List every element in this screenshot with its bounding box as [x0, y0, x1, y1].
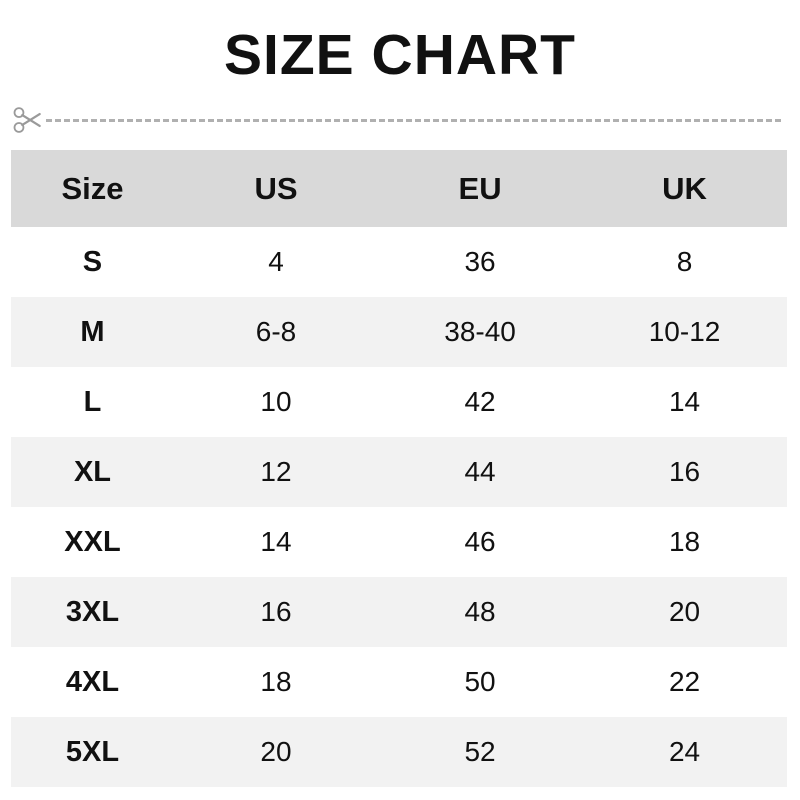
cell-uk: 22: [582, 647, 787, 717]
cell-us: 4: [173, 227, 379, 297]
column-header-eu: EU: [378, 150, 583, 227]
table-header-row: Size US EU UK: [11, 150, 787, 227]
cell-us: 12: [173, 437, 379, 507]
cell-uk: 8: [582, 227, 787, 297]
cell-size: 4XL: [11, 647, 174, 717]
cell-size: L: [11, 367, 174, 437]
column-header-uk: UK: [582, 150, 787, 227]
size-chart-table: Size US EU UK S 4 36 8 M 6-8 38-40 10-12…: [11, 150, 787, 787]
cell-us: 6-8: [173, 297, 379, 367]
cell-uk: 18: [582, 507, 787, 577]
table-row: L 10 42 14: [11, 367, 787, 437]
cell-eu: 38-40: [378, 297, 583, 367]
scissors-icon: [11, 103, 45, 137]
cell-eu: 46: [378, 507, 583, 577]
cell-eu: 50: [378, 647, 583, 717]
cell-eu: 42: [378, 367, 583, 437]
table-row: 5XL 20 52 24: [11, 717, 787, 787]
column-header-us: US: [173, 150, 379, 227]
table-header: Size US EU UK: [11, 150, 787, 227]
table-row: M 6-8 38-40 10-12: [11, 297, 787, 367]
cell-eu: 48: [378, 577, 583, 647]
table-body: S 4 36 8 M 6-8 38-40 10-12 L 10 42 14 XL…: [11, 227, 787, 787]
table-row: XL 12 44 16: [11, 437, 787, 507]
cell-us: 20: [173, 717, 379, 787]
cell-size: 5XL: [11, 717, 174, 787]
cell-us: 14: [173, 507, 379, 577]
cell-uk: 24: [582, 717, 787, 787]
cell-size: XL: [11, 437, 174, 507]
table-row: S 4 36 8: [11, 227, 787, 297]
dashed-cut-line: [46, 118, 781, 122]
cell-size: XXL: [11, 507, 174, 577]
cell-us: 16: [173, 577, 379, 647]
page-title: SIZE CHART: [224, 23, 576, 87]
cut-line: [11, 103, 787, 137]
table-row: 3XL 16 48 20: [11, 577, 787, 647]
cell-eu: 52: [378, 717, 583, 787]
cell-uk: 10-12: [582, 297, 787, 367]
cell-us: 18: [173, 647, 379, 717]
table-row: XXL 14 46 18: [11, 507, 787, 577]
cell-eu: 36: [378, 227, 583, 297]
cell-uk: 14: [582, 367, 787, 437]
cell-eu: 44: [378, 437, 583, 507]
cell-size: M: [11, 297, 174, 367]
table-row: 4XL 18 50 22: [11, 647, 787, 717]
column-header-size: Size: [11, 150, 174, 227]
cell-uk: 20: [582, 577, 787, 647]
cell-size: 3XL: [11, 577, 174, 647]
cell-us: 10: [173, 367, 379, 437]
cell-uk: 16: [582, 437, 787, 507]
cell-size: S: [11, 227, 174, 297]
